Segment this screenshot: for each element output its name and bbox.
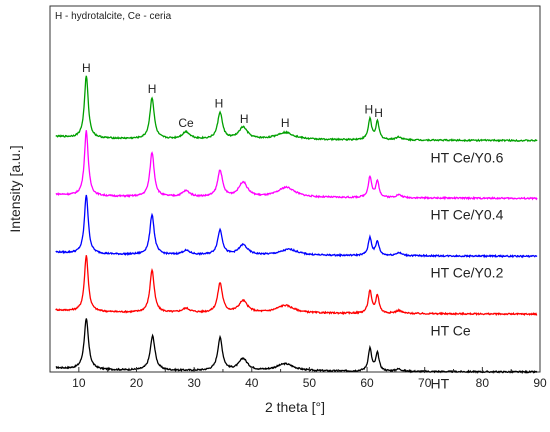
peak-label: H: [240, 112, 249, 126]
series-layer: [55, 75, 538, 374]
x-tick-label: 80: [476, 376, 490, 390]
series-label: HT Ce/Y0.4: [430, 207, 503, 223]
x-tick-label: 70: [418, 376, 432, 390]
peak-label: H: [215, 97, 224, 111]
x-tick-label: 10: [72, 376, 86, 390]
series-line: [55, 130, 538, 201]
x-tick-label: 50: [303, 376, 317, 390]
x-tick-label: 30: [187, 376, 201, 390]
peak-label: H: [148, 82, 157, 96]
x-tick-label: 60: [360, 376, 374, 390]
peak-label: H: [364, 102, 373, 116]
x-tick-label: 40: [245, 376, 259, 390]
series-labels: HT Ce/Y0.6 HT Ce/Y0.4 HT Ce/Y0.2 HT Ce HT: [430, 149, 503, 391]
legend-note: H - hydrotalcite, Ce - ceria: [55, 11, 172, 22]
peak-label: H: [281, 116, 290, 130]
series-label: HT Ce/Y0.2: [430, 265, 503, 281]
series-line: [55, 255, 538, 317]
series-line: [55, 194, 538, 259]
series-label: HT Ce/Y0.6: [430, 149, 503, 165]
peak-label: H: [82, 61, 91, 75]
peak-label: Ce: [178, 116, 194, 130]
x-axis-ticks: 10 20 30 40 50 60 70 80 90: [49, 367, 547, 390]
plot-frame: [49, 5, 541, 373]
x-axis-label: 2 theta [°]: [265, 399, 325, 415]
series-line: [55, 75, 538, 143]
series-label: HT Ce: [430, 322, 470, 338]
x-tick-label: 20: [130, 376, 144, 390]
series-label: HT: [430, 376, 449, 392]
peak-label: H: [374, 106, 383, 120]
x-tick-label: 90: [533, 376, 547, 390]
y-axis-label: Intensity [a.u.]: [7, 145, 23, 232]
